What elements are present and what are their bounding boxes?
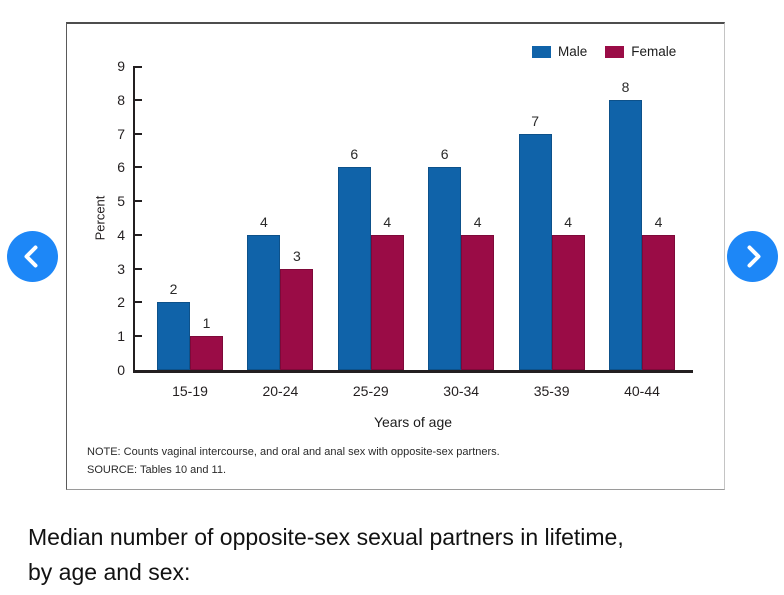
bar-male-40-44	[609, 99, 642, 370]
y-tick-label: 4	[117, 226, 125, 243]
y-tick-label: 3	[117, 260, 125, 277]
bar-female-40-44	[642, 234, 675, 370]
y-tick-label: 8	[117, 91, 125, 108]
bar-male-15-19	[157, 302, 190, 370]
y-tick-mark	[135, 132, 142, 135]
male-swatch	[532, 45, 551, 58]
x-category-label: 15-19	[172, 383, 208, 399]
y-tick-mark	[135, 335, 142, 338]
bar-female-30-34	[461, 234, 495, 370]
chevron-left-icon	[7, 231, 58, 282]
chart-note: NOTE: Counts vaginal intercourse, and or…	[87, 446, 500, 458]
caption-line-1: Median number of opposite-sex sexual par…	[28, 524, 624, 550]
y-tick-mark	[135, 166, 142, 169]
plot-area: Percent 0 1 2 3 4 5 6 7 8 9 2 1 15-19 4 3 20-24 6 4 25-29 6…	[93, 59, 693, 398]
caption-line-2: by age and sex:	[28, 559, 191, 585]
bar-female-25-29	[370, 234, 404, 370]
bar-value-label: 7	[531, 112, 539, 129]
x-category-label: 35-39	[533, 383, 570, 399]
x-axis-title: Years of age	[373, 414, 453, 430]
legend-item-male: Male	[532, 44, 587, 59]
chart-panel: Male Female Percent 0 1 2 3 4 5 6 7 8 9 2 1 15-19 4 3 2…	[66, 22, 725, 490]
bar-value-label: 4	[654, 213, 663, 230]
bar-value-label: 6	[440, 146, 449, 163]
bar-value-label: 4	[564, 213, 572, 230]
x-category-label: 20-24	[262, 383, 299, 399]
figure-caption: Median number of opposite-sex sexual par…	[28, 520, 768, 590]
bar-female-20-24	[280, 268, 314, 370]
legend-item-female: Female	[605, 44, 676, 59]
bar-value-label: 1	[202, 315, 211, 332]
x-category-label: 30-34	[443, 383, 480, 399]
y-tick-label: 7	[117, 125, 125, 142]
y-tick-label: 5	[117, 193, 125, 210]
chevron-right-icon	[727, 231, 778, 282]
x-category-label: 25-29	[352, 383, 389, 399]
bar-value-label: 3	[292, 247, 301, 264]
y-tick-mark	[135, 66, 142, 68]
y-tick-mark	[135, 267, 142, 270]
bar-value-label: 4	[473, 213, 482, 230]
legend-label-male: Male	[558, 44, 588, 59]
x-category-label: 40-44	[624, 383, 660, 399]
x-axis-baseline	[133, 370, 693, 373]
bar-female-35-39	[551, 234, 585, 370]
next-slide-button[interactable]	[727, 231, 778, 282]
bar-male-30-34	[428, 167, 462, 370]
bar-value-label: 4	[259, 213, 268, 230]
bar-value-label: 2	[169, 281, 178, 298]
y-axis-line	[133, 66, 135, 373]
y-tick-mark	[135, 200, 142, 203]
y-tick-label: 1	[117, 328, 125, 345]
prev-slide-button[interactable]	[7, 231, 58, 282]
bar-male-35-39	[518, 133, 552, 370]
y-tick-label: 0	[117, 362, 125, 378]
y-tick-label: 2	[117, 294, 125, 311]
y-tick-mark	[135, 98, 142, 101]
y-tick-mark	[135, 301, 142, 304]
bar-male-20-24	[247, 234, 281, 370]
bar-value-label: 6	[350, 146, 359, 163]
bar-female-15-19	[190, 336, 223, 370]
bar-male-25-29	[337, 167, 371, 370]
female-swatch	[605, 45, 625, 58]
legend: Male Female	[532, 44, 676, 59]
legend-label-female: Female	[631, 44, 677, 59]
bar-value-label: 4	[383, 213, 392, 230]
chart-source: SOURCE: Tables 10 and 11.	[87, 464, 227, 476]
y-tick-label: 9	[117, 58, 125, 74]
y-tick-label: 6	[117, 159, 125, 176]
y-tick-mark	[135, 233, 142, 236]
bar-value-label: 8	[621, 78, 630, 95]
